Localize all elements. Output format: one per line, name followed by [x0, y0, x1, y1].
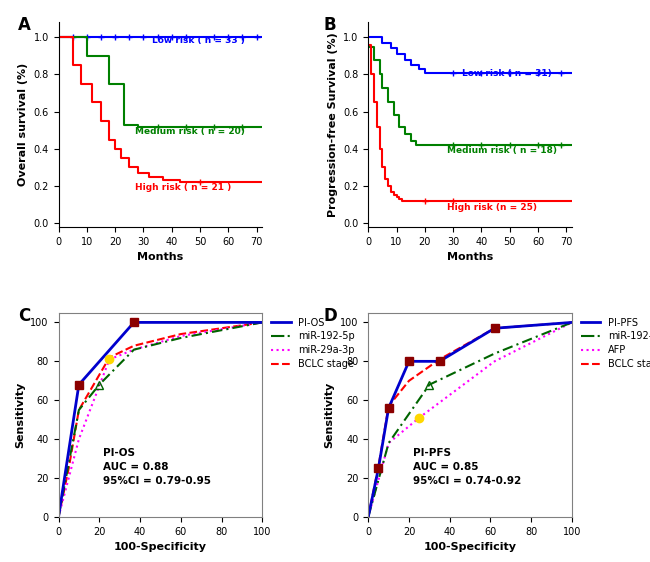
Text: High risk ( n = 21 ): High risk ( n = 21 ) — [135, 183, 231, 192]
Text: Low risk ( n = 33 ): Low risk ( n = 33 ) — [152, 36, 245, 45]
Text: D: D — [324, 306, 337, 324]
X-axis label: 100-Specificity: 100-Specificity — [114, 542, 207, 552]
Text: Medium risk ( n = 20): Medium risk ( n = 20) — [135, 127, 245, 136]
Text: PI-OS
AUC = 0.88
95%CI = 0.79-0.95: PI-OS AUC = 0.88 95%CI = 0.79-0.95 — [103, 448, 211, 486]
Text: C: C — [18, 306, 30, 324]
Legend: PI-OS, miR-192-5p, miR-29a-3p, BCLC stage: PI-OS, miR-192-5p, miR-29a-3p, BCLC stag… — [271, 318, 355, 369]
Y-axis label: Sensitivity: Sensitivity — [324, 382, 335, 448]
Legend: PI-PFS, miR-192-5p, AFP, BCLC stage: PI-PFS, miR-192-5p, AFP, BCLC stage — [581, 318, 650, 369]
Y-axis label: Overall survival (%): Overall survival (%) — [18, 63, 28, 186]
Text: High risk (n = 25): High risk (n = 25) — [447, 203, 538, 212]
Text: B: B — [324, 16, 336, 34]
X-axis label: Months: Months — [137, 252, 183, 262]
Text: PI-PFS
AUC = 0.85
95%CI = 0.74-0.92: PI-PFS AUC = 0.85 95%CI = 0.74-0.92 — [413, 448, 521, 486]
Y-axis label: Progression-free Survival (%): Progression-free Survival (%) — [328, 32, 337, 217]
Text: A: A — [18, 16, 31, 34]
X-axis label: Months: Months — [447, 252, 493, 262]
X-axis label: 100-Specificity: 100-Specificity — [424, 542, 517, 552]
Text: Low risk ( n = 31): Low risk ( n = 31) — [462, 69, 551, 78]
Text: Medium risk ( n = 18): Medium risk ( n = 18) — [447, 146, 558, 155]
Y-axis label: Sensitivity: Sensitivity — [15, 382, 25, 448]
